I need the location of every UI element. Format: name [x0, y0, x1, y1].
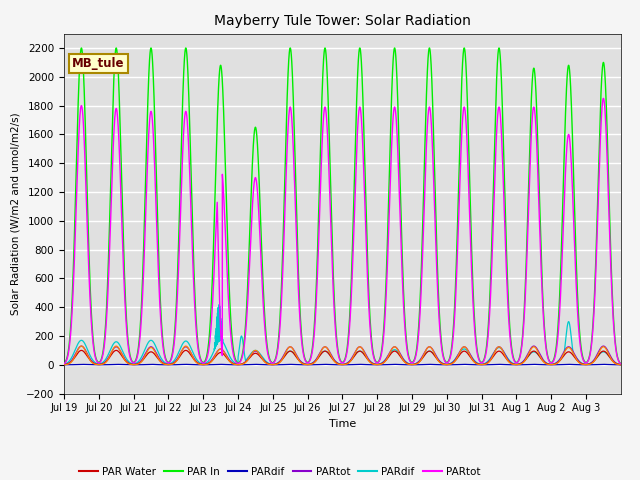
Legend: PAR Water, PAR Tule, PAR In, PARdif, PARtot, PARdif, PARtot: PAR Water, PAR Tule, PAR In, PARdif, PAR… — [75, 463, 484, 480]
Title: Mayberry Tule Tower: Solar Radiation: Mayberry Tule Tower: Solar Radiation — [214, 14, 471, 28]
X-axis label: Time: Time — [329, 419, 356, 429]
Y-axis label: Solar Radiation (W/m2 and umol/m2/s): Solar Radiation (W/m2 and umol/m2/s) — [10, 112, 20, 315]
Text: MB_tule: MB_tule — [72, 57, 125, 70]
